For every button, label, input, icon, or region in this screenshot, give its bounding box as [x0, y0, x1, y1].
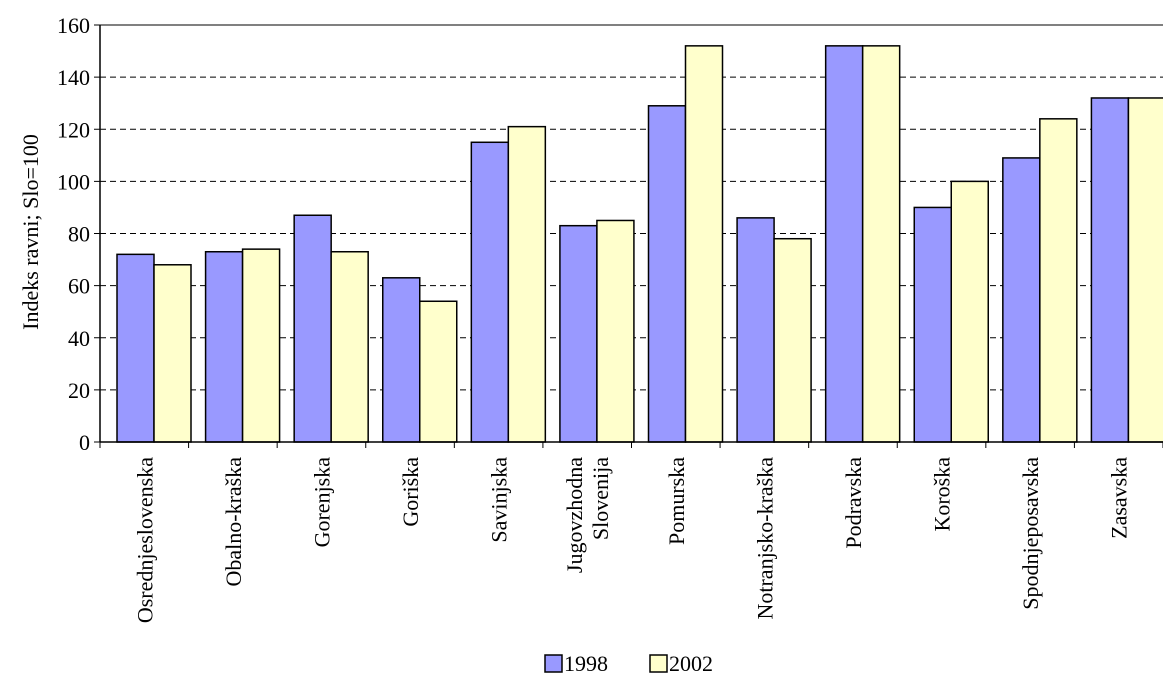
bar-2002-8 [773, 237, 812, 443]
x-category-label: Goriška [398, 457, 423, 527]
x-category-label: Koroška [930, 457, 955, 532]
bar-1998-3 [293, 214, 332, 443]
bar-2002-1 [153, 264, 192, 443]
bar-2002-9 [861, 45, 901, 443]
bar-1998-5 [470, 141, 510, 443]
x-category-label: Notranjsko-kraška [752, 457, 777, 620]
y-tick-label: 160 [57, 13, 90, 38]
legend-label-1998: 1998 [564, 651, 608, 676]
x-category-label: Pomurska [664, 457, 689, 545]
bar-2002-6 [596, 219, 635, 443]
x-category-label: Osrednjeslovenska [132, 457, 157, 623]
bar-2002-11 [1039, 118, 1078, 443]
y-tick-label: 20 [68, 378, 90, 403]
bar-2002-3 [330, 250, 369, 443]
bar-2002-4 [419, 300, 458, 443]
legend-swatch-2002 [649, 654, 668, 673]
bar-1998-7 [647, 105, 687, 443]
bar-2002-7 [684, 45, 724, 443]
bar-1998-2 [204, 250, 244, 443]
axis-layer: 0 20 40 60 80 100 120 140 160 Osrednjeslovenska Ob… [57, 13, 1163, 623]
bar-2002-2 [241, 248, 281, 443]
bar-1998-12 [1090, 97, 1130, 443]
bar-1998-9 [824, 45, 864, 443]
bar-2002-12 [1127, 97, 1163, 443]
x-category-label: Slovenija [588, 457, 613, 540]
x-category-label: Jugovzhodna [562, 457, 587, 573]
y-tick-label: 80 [68, 222, 90, 247]
bar-2002-5 [507, 125, 547, 443]
legend-swatch-1998 [544, 654, 563, 673]
bar-2002-10 [950, 180, 989, 443]
bar-1998-1 [116, 253, 155, 443]
bar-1998-4 [382, 277, 421, 443]
y-tick-label: 140 [57, 65, 90, 90]
bars-layer [116, 45, 1163, 443]
y-tick-label: 0 [79, 430, 90, 455]
y-axis-label: Indeks ravni; Slo=100 [18, 134, 43, 330]
bar-1998-10 [913, 206, 952, 443]
bar-1998-8 [736, 217, 775, 443]
bar-1998-11 [1002, 157, 1041, 443]
y-tick-label: 120 [57, 117, 90, 142]
y-tick-label: 40 [68, 326, 90, 351]
y-tick-label: 60 [68, 274, 90, 299]
bar-1998-6 [559, 224, 598, 443]
x-category-label: Savinjska [487, 457, 512, 543]
legend-label-2002: 2002 [669, 651, 713, 676]
x-category-label: Obalno-kraška [221, 457, 246, 587]
legend: 1998 2002 [544, 651, 713, 676]
x-category-label: Spodnjeposavska [1018, 457, 1043, 610]
x-category-label: Podravska [841, 457, 866, 549]
y-tick-label: 100 [57, 169, 90, 194]
x-category-label: Zasavska [1107, 457, 1132, 539]
x-category-label: Gorenjska [309, 457, 334, 548]
